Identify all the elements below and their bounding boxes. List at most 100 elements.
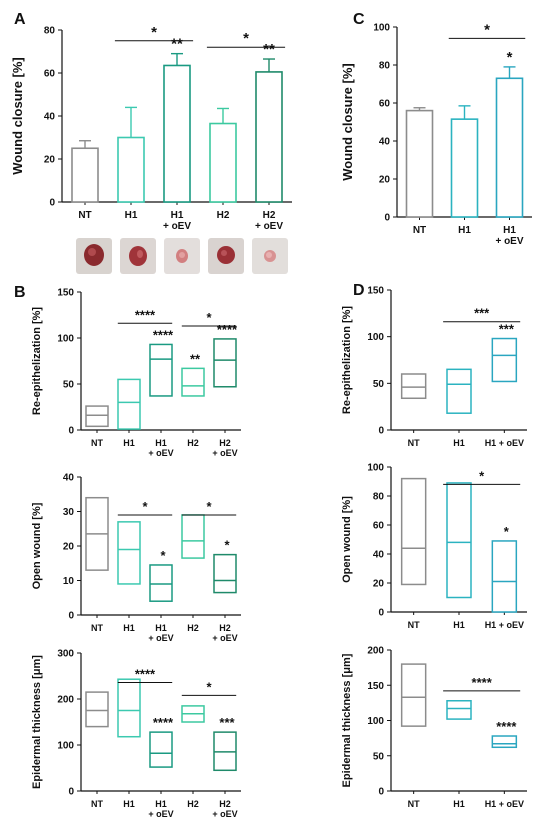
y-tick-label: 40 (373, 550, 385, 561)
box (213, 338, 237, 388)
significance-label: * (504, 524, 510, 539)
box (117, 378, 141, 430)
x-tick-label: H1 + oEV (485, 620, 524, 630)
comparison-label: * (206, 310, 212, 325)
y-tick-label: 0 (384, 213, 390, 224)
significance-label: ** (263, 41, 275, 58)
y-tick-label: 300 (57, 649, 74, 660)
x-tick-label: H2 + oEV (212, 623, 237, 643)
x-tick-label: H1 + oEV (485, 438, 524, 448)
comparison-label: * (243, 30, 249, 47)
y-tick-label: 100 (367, 716, 384, 727)
y-tick-label: 40 (379, 137, 391, 148)
x-tick-label: H2 + oEV (212, 438, 237, 458)
chart-panel-b1: B 0 50 100 150 Re-epithelization [%] NT H1 H1 + o… (14, 284, 241, 458)
significance-label: **** (217, 322, 238, 337)
box (149, 731, 173, 768)
box (400, 663, 427, 727)
box (400, 477, 427, 586)
chart-panel-d2: 0 20 40 60 80 100 Open wound [%] NT H1 H1 + oEV * * (341, 463, 527, 630)
x-tick-label: NT (91, 438, 103, 448)
comparison-label: **** (135, 666, 156, 681)
chart-panel-a: A 0 20 40 60 80 Wound closure [%] NT H1 H1 + oEV H2… (10, 11, 292, 232)
comparison-label: * (206, 679, 212, 694)
x-tick-label: NT (408, 799, 420, 809)
y-tick-label: 20 (44, 155, 56, 166)
significance-label: * (507, 49, 513, 66)
x-tick-label: H2 (187, 623, 199, 633)
y-tick-label: 150 (57, 288, 74, 299)
y-tick-label: 100 (373, 23, 390, 34)
x-tick-label: H1 (453, 438, 465, 448)
significance-label: ** (190, 351, 201, 366)
wound-photo-h2 (208, 238, 244, 274)
y-tick-label: 200 (57, 695, 74, 706)
x-tick-label: NT (78, 210, 91, 221)
x-tick-label: H2 + oEV (212, 799, 237, 819)
y-axis-label: Re-epithelization [%] (341, 306, 353, 415)
x-tick-label: NT (408, 620, 420, 630)
box (213, 553, 237, 594)
box (149, 343, 173, 397)
y-tick-label: 80 (373, 492, 385, 503)
comparison-label: * (151, 24, 157, 41)
y-tick-label: 0 (68, 426, 74, 437)
panel-label: C (353, 11, 365, 28)
panel-label: D (353, 282, 365, 299)
y-tick-label: 0 (378, 426, 384, 437)
box (491, 735, 518, 749)
y-tick-label: 50 (373, 751, 385, 762)
box (491, 337, 518, 383)
x-tick-label: H1 (125, 210, 138, 221)
x-tick-label: H1 (458, 225, 471, 236)
y-tick-label: 80 (379, 61, 391, 72)
box (85, 691, 109, 728)
y-axis-label: Re-epithelization [%] (31, 307, 43, 416)
box (446, 482, 472, 599)
x-tick-label: H1 + oEV (495, 225, 523, 247)
x-tick-label: NT (408, 438, 420, 448)
x-tick-label: H2 (187, 799, 199, 809)
significance-label: *** (219, 715, 235, 730)
bar (209, 122, 237, 203)
y-tick-label: 100 (367, 332, 384, 343)
y-axis-label: Wound closure [%] (340, 63, 355, 180)
box (117, 521, 141, 585)
x-tick-label: H1 (453, 620, 465, 630)
y-tick-label: 20 (379, 175, 391, 186)
chart-panel-d1: D 0 50 100 150 Re-epithelization [%] NT H1 H1 + … (341, 282, 527, 448)
y-tick-label: 50 (63, 380, 75, 391)
y-tick-label: 100 (57, 334, 74, 345)
y-tick-label: 150 (367, 681, 384, 692)
wound-photo-strip (72, 238, 292, 276)
x-tick-label: H2 (187, 438, 199, 448)
wound-photo-h1 (120, 238, 156, 274)
y-tick-label: 60 (373, 521, 385, 532)
significance-label: ** (171, 36, 183, 53)
y-tick-label: 40 (63, 473, 75, 484)
y-tick-label: 20 (373, 579, 385, 590)
significance-label: **** (496, 719, 517, 734)
box (446, 700, 472, 720)
x-tick-label: H1 (123, 799, 135, 809)
y-tick-label: 30 (63, 507, 75, 518)
y-tick-label: 100 (367, 463, 384, 474)
comparison-label: * (484, 21, 490, 38)
comparison-label: * (206, 499, 212, 514)
y-axis-label: Open wound [%] (31, 502, 43, 589)
significance-label: **** (153, 715, 174, 730)
x-tick-label: NT (413, 225, 426, 236)
bar (71, 147, 99, 203)
box (400, 373, 427, 400)
x-tick-label: H1 + oEV (148, 623, 173, 643)
x-tick-label: NT (91, 799, 103, 809)
y-axis-label: Epidermal thickness [μm] (341, 653, 353, 787)
wound-photo-h1-oev (164, 238, 200, 274)
x-tick-label: H2 + oEV (255, 210, 283, 232)
comparison-label: * (479, 468, 485, 483)
bar (163, 64, 191, 203)
x-tick-label: H1 (453, 799, 465, 809)
y-axis-label: Epidermal thickness [μm] (31, 655, 43, 789)
panel-label: A (14, 11, 26, 28)
x-tick-label: H2 (217, 210, 230, 221)
